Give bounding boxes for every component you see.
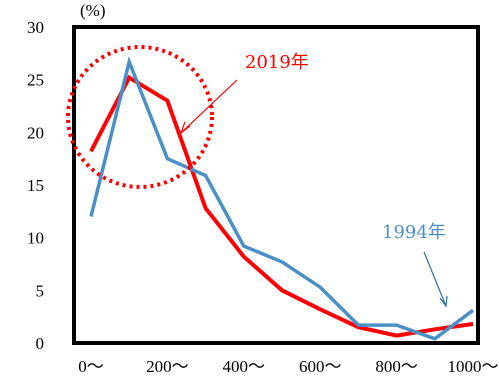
plot-frame [72,25,480,345]
annotation-1994: 1994年 [382,222,446,243]
x-tick-label-3: 600～ [299,357,342,376]
y-tick-label-20: 20 [27,123,44,142]
x-tick-labels: 0～ 200～ 400～ 600～ 800～ 1000～ [78,357,498,376]
series-layer [89,56,475,341]
x-tick-label-1: 200～ [146,357,189,376]
x-tick-label-5: 1000～ [448,357,499,376]
y-tick-label-15: 15 [27,176,44,195]
highlight-ellipse [66,45,214,189]
y-tick-labels: 0 5 10 15 20 25 30 [27,18,44,353]
series-line-2019 [89,74,474,338]
series-line-1994 [89,56,475,341]
annotation-1994-arrowhead [439,295,448,308]
annotation-1994-leader [423,251,447,307]
annotation-2019-arrowhead [179,121,191,135]
x-tick-label-2: 400～ [223,357,266,376]
x-tick-label-4: 800～ [375,357,418,376]
y-axis-unit-label: (%) [80,1,105,20]
y-tick-label-0: 0 [36,334,45,353]
y-tick-label-30: 30 [27,18,44,37]
y-tick-label-5: 5 [36,281,45,300]
annotation-2019: 2019年 [245,52,309,73]
x-tick-label-0: 0～ [78,357,104,376]
y-tick-label-10: 10 [27,229,44,248]
y-tick-label-25: 25 [27,71,44,90]
annotation-2019-leader [180,79,238,134]
